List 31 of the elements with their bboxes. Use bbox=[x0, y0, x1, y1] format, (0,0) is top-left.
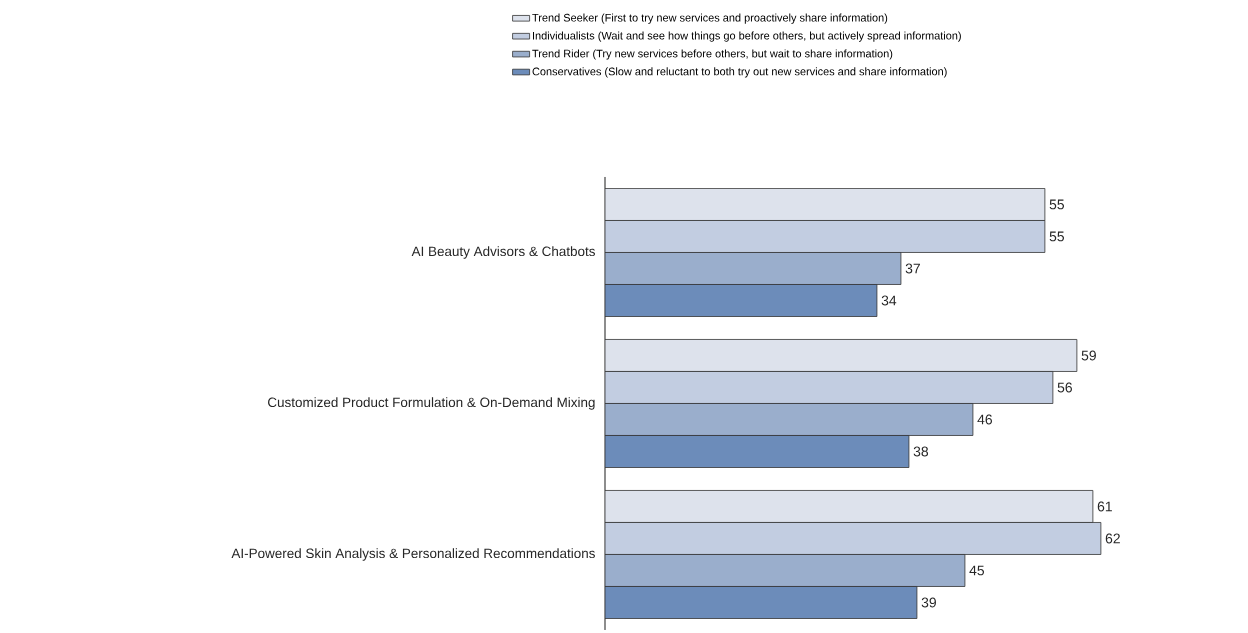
bar bbox=[605, 252, 902, 285]
bar bbox=[605, 435, 910, 468]
legend-label: Individualists (Wait and see how things go before others, but actively spread information) bbox=[533, 31, 961, 42]
legend-label: Conservatives (Slow and reluctant to both try out new services and share information) bbox=[532, 67, 947, 78]
legend-label: Trend Seeker (First to try new services and proactively share information) bbox=[532, 13, 888, 24]
data-label: 34 bbox=[881, 295, 897, 306]
data-label: 61 bbox=[1097, 501, 1112, 512]
bar bbox=[605, 284, 878, 317]
legend-label: Trend Rider (Try new services before others, but wait to share information) bbox=[532, 49, 893, 60]
data-label: 59 bbox=[1081, 350, 1096, 361]
bar bbox=[605, 490, 1094, 523]
bar bbox=[605, 371, 1054, 404]
data-label: 38 bbox=[913, 446, 929, 457]
bar bbox=[605, 220, 1046, 253]
data-label: 45 bbox=[969, 565, 985, 576]
data-label: 62 bbox=[1105, 533, 1120, 544]
data-label: 37 bbox=[905, 263, 920, 274]
data-label: 56 bbox=[1057, 382, 1072, 393]
data-label: 55 bbox=[1049, 231, 1065, 242]
data-label: 39 bbox=[921, 597, 936, 608]
bar bbox=[605, 522, 1102, 555]
y-tick-label: AI-Powered Skin Analysis & Personalized Recommendations bbox=[231, 548, 595, 561]
y-tick-label: Customized Product Formulation & On-Demand Mixing bbox=[268, 397, 595, 410]
data-label: 55 bbox=[1049, 199, 1065, 210]
data-label: 46 bbox=[977, 414, 992, 425]
bar bbox=[605, 586, 918, 619]
bar bbox=[605, 554, 966, 587]
y-tick-label: AI Beauty Advisors & Chatbots bbox=[411, 246, 595, 259]
bar bbox=[605, 188, 1046, 221]
bar bbox=[605, 339, 1078, 372]
bar bbox=[605, 403, 974, 436]
